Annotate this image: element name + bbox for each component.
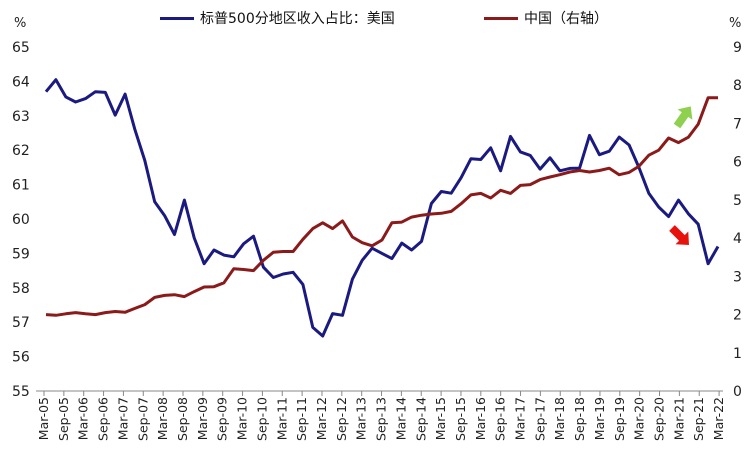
x-tick-label: Mar-11 (274, 397, 289, 440)
x-tick-label: Sep-18 (572, 397, 587, 441)
x-tick-label: Mar-21 (671, 397, 686, 440)
left-tick-label: 56 (12, 350, 30, 366)
left-tick-label: 60 (12, 212, 30, 228)
legend-swatch-china (484, 16, 518, 20)
x-tick-label: Mar-10 (235, 397, 250, 440)
x-tick-label: Sep-16 (493, 397, 508, 441)
series-line-0 (44, 78, 720, 338)
x-tick-label: Sep-17 (532, 397, 547, 441)
x-tick-label: Mar-08 (155, 397, 170, 440)
x-tick-label: Sep-13 (374, 397, 389, 441)
x-tick-label: Sep-19 (612, 397, 627, 441)
right-tick-label: 9 (733, 40, 742, 56)
x-tick-label: Mar-15 (433, 397, 448, 440)
x-tick-label: Sep-11 (294, 397, 309, 441)
right-y-axis: 9 8 7 6 5 4 3 2 1 0 (733, 40, 742, 400)
left-axis-unit: % (14, 16, 27, 31)
x-tick-label: Sep-09 (215, 397, 230, 441)
x-tick-label: Sep-05 (56, 397, 71, 441)
x-tick-label: Mar-09 (195, 397, 210, 440)
x-tick-label: Mar-16 (473, 397, 488, 440)
x-tick-label: Sep-07 (135, 397, 150, 441)
right-tick-label: 5 (733, 193, 742, 209)
x-tick-label: Sep-20 (652, 397, 667, 441)
x-tick-label: Mar-05 (36, 397, 51, 440)
x-tick-label: Mar-19 (592, 397, 607, 440)
x-tick-label: Mar-20 (632, 397, 647, 440)
left-tick-label: 58 (12, 281, 30, 297)
series-layer (44, 78, 720, 338)
right-axis-unit: % (729, 16, 742, 31)
left-tick-label: 61 (12, 178, 30, 194)
right-tick-label: 4 (733, 231, 742, 247)
right-tick-label: 0 (733, 384, 742, 400)
left-y-axis: 65 64 63 62 61 60 59 58 57 56 55 (12, 40, 30, 400)
right-tick-label: 3 (733, 269, 742, 285)
left-tick-label: 59 (12, 246, 30, 262)
x-tick-label: Sep-15 (453, 397, 468, 441)
legend-label-china: 中国（右轴） (524, 11, 608, 27)
legend-item-china: 中国（右轴） (484, 8, 608, 28)
up-arrow-icon (673, 106, 693, 129)
right-tick-label: 8 (733, 78, 742, 94)
annotation-arrows (669, 106, 693, 245)
x-tick-label: Mar-06 (76, 397, 91, 440)
x-tick-label: Sep-21 (691, 397, 706, 441)
right-tick-label: 1 (733, 346, 742, 362)
down-arrow-icon (669, 225, 689, 245)
left-tick-label: 55 (12, 384, 30, 400)
x-tick-label: Mar-13 (354, 397, 369, 440)
left-tick-label: 62 (12, 143, 30, 159)
x-tick-label: Mar-17 (513, 397, 528, 440)
left-tick-label: 65 (12, 40, 30, 56)
x-axis: Mar-05 Sep-05 Mar-06 Sep-06 Mar-07 Sep-07 Mar-… (36, 391, 726, 441)
x-tick-label: Sep-12 (334, 397, 349, 441)
left-tick-label: 57 (12, 315, 30, 331)
x-tick-label: Mar-18 (552, 397, 567, 440)
legend-label-us: 标普500分地区收入占比：美国 (200, 11, 395, 27)
right-tick-label: 6 (733, 155, 742, 171)
right-tick-label: 2 (733, 308, 742, 324)
x-tick-label: Mar-14 (393, 397, 408, 440)
x-tick-label: Mar-12 (314, 397, 329, 440)
x-tick-label: Sep-14 (413, 397, 428, 441)
x-tick-label: Sep-06 (96, 397, 111, 441)
left-tick-label: 64 (12, 74, 30, 90)
x-tick-label: Sep-10 (254, 397, 269, 441)
x-tick-label: Mar-22 (711, 397, 726, 440)
series-line-1 (45, 96, 718, 317)
legend-item-us: 标普500分地区收入占比：美国 (160, 8, 395, 28)
right-tick-label: 7 (733, 116, 742, 132)
left-tick-label: 63 (12, 109, 30, 125)
legend-swatch-us (160, 16, 194, 20)
x-tick-label: Sep-08 (175, 397, 190, 441)
x-tick-label: Mar-07 (115, 397, 130, 440)
